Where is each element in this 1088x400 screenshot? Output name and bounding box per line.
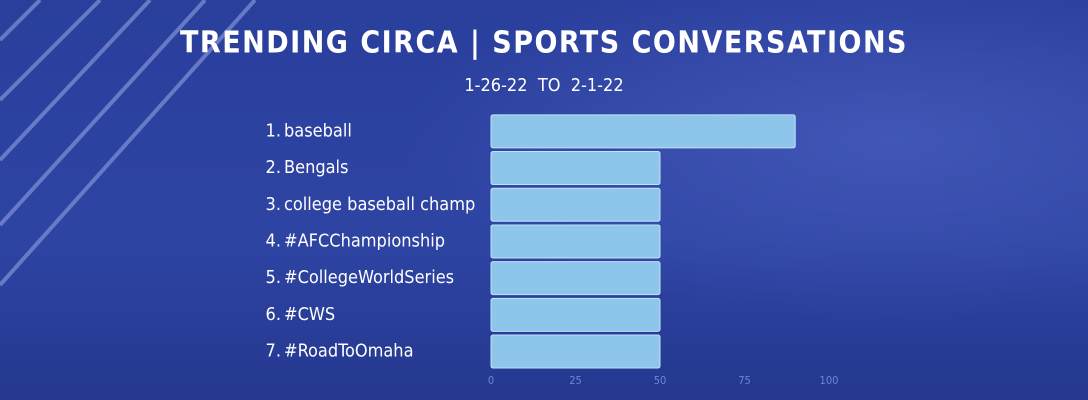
y-tick-label: #CollegeWorldSeries xyxy=(284,267,454,288)
y-tick-label: baseball xyxy=(284,120,352,141)
x-tick-label: 0 xyxy=(488,374,494,387)
rank-label: 7. xyxy=(266,341,281,362)
bar xyxy=(490,114,796,149)
y-tick-label: college baseball champ xyxy=(284,194,475,215)
x-tick-label: 100 xyxy=(820,374,839,387)
y-tick-label: #AFCChampionship xyxy=(284,230,445,251)
bar xyxy=(490,224,661,259)
bar xyxy=(490,334,661,369)
y-tick-label: #RoadToOmaha xyxy=(284,341,414,362)
x-tick-label: 50 xyxy=(654,374,667,387)
rank-label: 2. xyxy=(266,157,281,178)
y-tick-label: #CWS xyxy=(284,304,335,325)
x-tick-label: 25 xyxy=(569,374,582,387)
bar xyxy=(490,261,661,296)
chart-title: TRENDING CIRCA | SPORTS CONVERSATIONS xyxy=(180,26,908,61)
decor-stripes xyxy=(0,0,257,287)
rank-label: 3. xyxy=(266,194,281,215)
y-tick-label: Bengals xyxy=(284,157,349,178)
rank-label: 4. xyxy=(266,230,281,251)
rank-label: 6. xyxy=(266,304,281,325)
x-tick-label: 75 xyxy=(738,374,751,387)
bar xyxy=(490,187,661,222)
bar xyxy=(490,297,661,332)
rank-label: 5. xyxy=(266,267,281,288)
bar xyxy=(490,151,661,186)
rank-label: 1. xyxy=(266,120,281,141)
chart-subtitle: 1-26-22 TO 2-1-22 xyxy=(464,75,623,96)
